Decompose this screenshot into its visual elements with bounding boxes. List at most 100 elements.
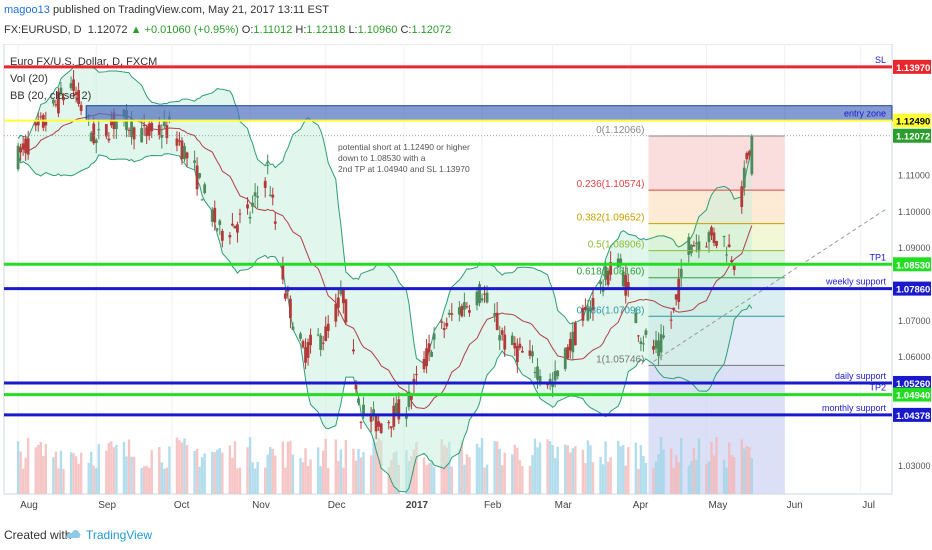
candle-body xyxy=(662,335,665,338)
candle-6 xyxy=(36,112,40,132)
volume-bar-11 xyxy=(54,451,58,494)
candle-body xyxy=(634,312,638,324)
price-chart[interactable]: 0(1.12066) 0.236(1.10574) 0.382(1.09652) 0.… xyxy=(0,44,932,518)
candle-155 xyxy=(563,347,567,372)
volume-bar-62 xyxy=(233,441,237,494)
candle-body xyxy=(394,403,398,416)
candle-122 xyxy=(445,317,449,330)
candle-61 xyxy=(231,212,234,227)
candle-body xyxy=(425,348,428,367)
volume-bar-121 xyxy=(443,445,446,494)
tradingview-logo-icon[interactable] xyxy=(64,526,82,542)
candle-0 xyxy=(16,142,20,172)
candle-53 xyxy=(200,198,204,201)
candle-body xyxy=(19,147,23,153)
candle-185 xyxy=(669,311,673,329)
volume-bar-72 xyxy=(269,447,272,494)
candle-145 xyxy=(528,339,532,360)
footer: Created with TradingView xyxy=(0,518,932,550)
candle-body xyxy=(198,173,202,178)
candle-12 xyxy=(57,87,60,118)
volume-bar-40 xyxy=(158,446,161,494)
volume-bar-185 xyxy=(669,448,673,494)
volume-bar-113 xyxy=(412,449,416,494)
low-label: L: xyxy=(348,24,358,36)
created-with-label: Created with xyxy=(4,528,72,542)
candle-body xyxy=(210,209,214,222)
candle-body xyxy=(727,244,731,248)
candle-body xyxy=(377,421,381,427)
volume-bar-2 xyxy=(21,468,25,494)
volume-bar-29 xyxy=(115,444,118,494)
candle-3 xyxy=(24,134,28,161)
volume-bar-161 xyxy=(584,463,587,494)
candle-body xyxy=(410,395,413,400)
candle-80 xyxy=(299,331,302,342)
tradingview-link[interactable]: TradingView xyxy=(86,528,153,542)
candle-137 xyxy=(498,325,502,351)
candle-body xyxy=(707,232,711,243)
volume-bar-177 xyxy=(639,445,643,494)
open-label: O: xyxy=(241,24,254,36)
candle-157 xyxy=(568,332,572,359)
volume-bar-28 xyxy=(112,447,116,494)
candle-115 xyxy=(422,351,426,373)
fib-lines: 0(1.12066) 0.236(1.10574) 0.382(1.09652) 0.… xyxy=(577,125,785,366)
volume-bar-61 xyxy=(231,457,234,494)
author-link[interactable]: magoo13 xyxy=(4,4,50,16)
volume-bar-200 xyxy=(722,460,726,494)
candle-body xyxy=(528,350,532,356)
candle-168 xyxy=(606,268,610,287)
volume-bar-164 xyxy=(591,462,595,494)
candle-body xyxy=(253,192,257,197)
annotation-note[interactable]: potential short at 1.12490 or higher dow… xyxy=(338,142,470,174)
candle-body xyxy=(72,79,75,91)
volume-bar-97 xyxy=(357,449,360,494)
volume-bar-158 xyxy=(571,448,575,494)
candle-98 xyxy=(359,420,363,429)
low-value: 1.10960 xyxy=(357,24,398,36)
candle-body xyxy=(624,275,628,296)
candle-body xyxy=(263,180,267,188)
candle-body xyxy=(500,330,504,335)
publish-line: magoo13 published on TradingView.com, Ma… xyxy=(4,4,329,16)
candle-174 xyxy=(626,274,630,297)
candle-117 xyxy=(427,334,431,362)
volume-bar-20 xyxy=(87,462,90,494)
candle-body xyxy=(54,104,58,106)
candle-34 xyxy=(132,126,136,150)
volume-bar-203 xyxy=(730,455,733,494)
candle-194 xyxy=(697,235,701,259)
volume-bar-190 xyxy=(687,465,691,494)
x-tick-apr: Apr xyxy=(633,500,649,511)
y-box-label-monthly-support: 1.04378 xyxy=(896,411,930,422)
volume-bar-42 xyxy=(163,468,166,494)
candle-body xyxy=(215,228,219,230)
candle-65 xyxy=(246,197,249,215)
volume-bar-147 xyxy=(533,438,537,494)
candle-35 xyxy=(140,118,144,143)
candle-16 xyxy=(72,70,75,98)
volume-bar-63 xyxy=(236,468,239,494)
volume-bar-25 xyxy=(105,450,108,494)
y-box-last xyxy=(893,128,931,143)
candle-body xyxy=(510,335,514,345)
candle-95 xyxy=(352,339,355,355)
candle-body xyxy=(636,335,640,337)
volume-bar-52 xyxy=(198,466,201,494)
volume-bar-128 xyxy=(465,454,469,494)
volume-bar-168 xyxy=(606,461,610,494)
x-tick-dec: Dec xyxy=(328,500,346,511)
volume-bar-99 xyxy=(362,452,365,494)
candle-body xyxy=(160,134,164,138)
volume-bar-205 xyxy=(740,439,743,494)
volume-bar-41 xyxy=(160,462,164,494)
candle-body xyxy=(115,119,118,130)
candle-136 xyxy=(495,301,499,331)
candle-18 xyxy=(77,82,81,107)
candle-90 xyxy=(334,293,338,328)
volume-bar-132 xyxy=(480,438,484,494)
candle-body xyxy=(339,289,343,295)
candle-126 xyxy=(460,303,464,318)
candle-100 xyxy=(369,407,373,433)
